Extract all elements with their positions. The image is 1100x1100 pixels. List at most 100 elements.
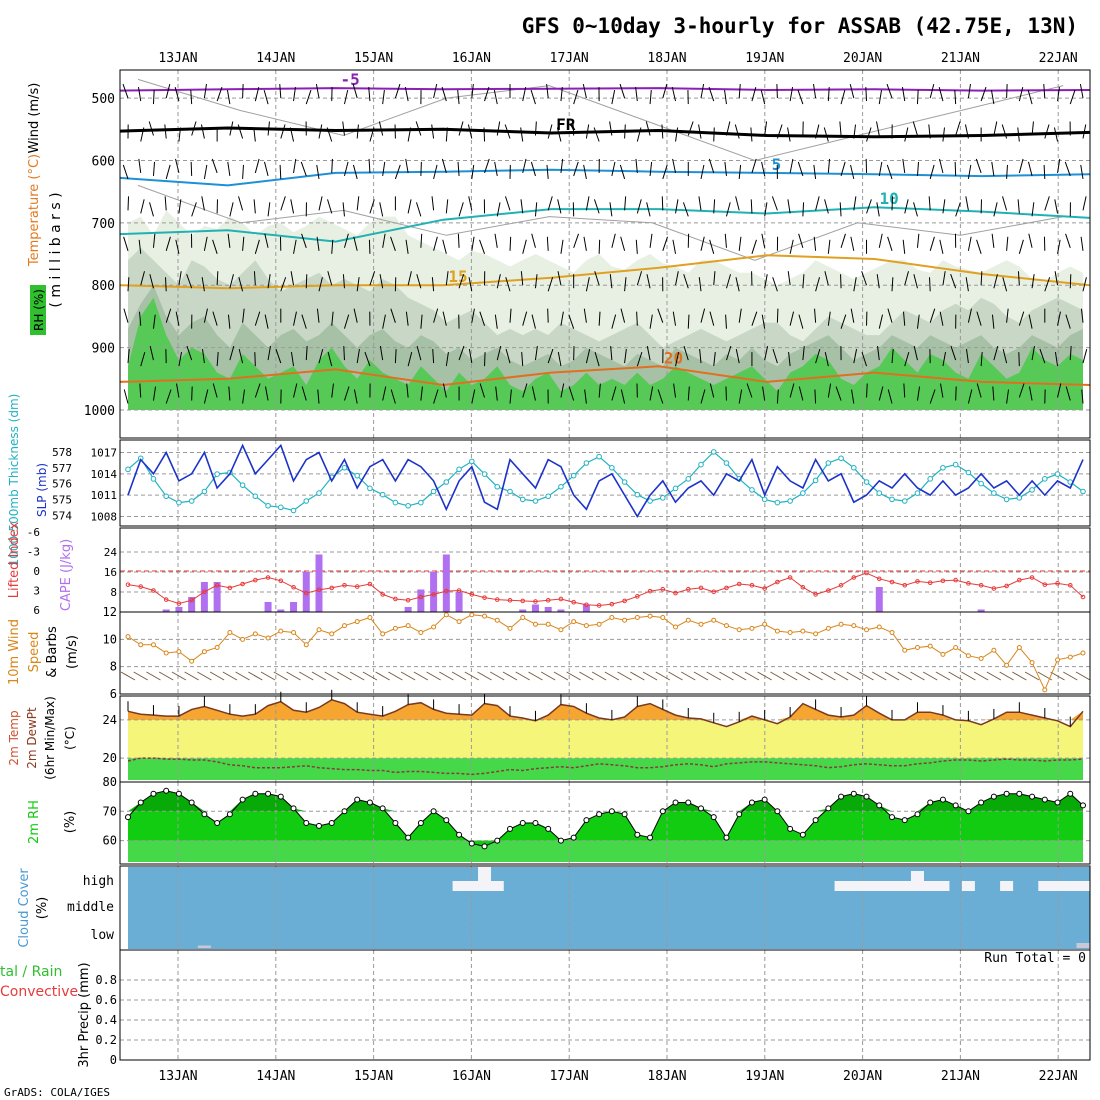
wind-barb xyxy=(916,161,920,176)
surface-wind-barb xyxy=(770,671,785,681)
wind-barb xyxy=(405,239,409,254)
surface-wind-barb xyxy=(273,671,289,681)
precip-tick-label: 0.4 xyxy=(95,1013,117,1027)
wind-speed-marker xyxy=(125,634,131,640)
x-tick-label-bottom: 18JAN xyxy=(647,1069,686,1084)
lifted-index-marker xyxy=(698,585,704,591)
wind-speed-marker xyxy=(749,625,755,631)
wind-barb xyxy=(226,89,231,105)
rh-marker xyxy=(965,808,972,815)
wind-barb xyxy=(382,90,385,105)
wind-speed-marker xyxy=(571,619,577,625)
wind-barb xyxy=(442,239,447,254)
wind-barb xyxy=(671,86,677,102)
thickness-marker xyxy=(749,487,755,493)
wind-barb xyxy=(390,236,396,251)
wind-barb xyxy=(649,161,653,176)
wind-barb xyxy=(573,89,579,105)
wind-barb xyxy=(405,158,409,174)
wind-barb xyxy=(534,274,538,289)
rh-marker xyxy=(328,820,335,826)
thickness-marker xyxy=(1003,496,1010,503)
lifted-index-marker xyxy=(380,592,385,597)
rh-marker xyxy=(417,820,424,826)
wind-barb xyxy=(242,84,244,99)
isotherm-line xyxy=(119,365,1091,387)
wind-barb xyxy=(264,314,269,329)
lifted-index-marker xyxy=(673,590,678,596)
surface-wind-barb xyxy=(286,671,301,681)
wind-barb xyxy=(993,121,998,136)
wind-barb xyxy=(152,314,156,329)
lifted-index-marker xyxy=(787,575,793,580)
lifted-index-marker xyxy=(1004,583,1009,589)
wind-barb xyxy=(840,89,846,105)
cloud-high-bar xyxy=(465,881,479,891)
wind-barb xyxy=(598,311,601,326)
wind-barb xyxy=(415,121,422,136)
wind-barb xyxy=(853,348,858,364)
wind-barb xyxy=(1031,346,1035,361)
rh-marker xyxy=(799,831,806,838)
lifted-index-marker xyxy=(278,578,284,584)
wind-barb xyxy=(458,202,464,217)
thickness-marker xyxy=(660,495,666,501)
surface-wind-barb xyxy=(400,671,416,681)
wind-barb xyxy=(1017,199,1020,214)
lifted-index-marker xyxy=(800,584,806,590)
cloud-level-label: low xyxy=(91,928,115,943)
wind-barb xyxy=(646,274,651,289)
wind-barb xyxy=(976,383,982,398)
wind-speed-marker xyxy=(838,621,844,627)
isotherm-line xyxy=(119,254,1091,290)
wind-barb xyxy=(176,383,180,398)
wind-barb xyxy=(140,351,146,367)
lifted-index-marker xyxy=(456,588,462,593)
surface-wind-barb xyxy=(948,671,963,681)
cape-tick-label: 16 xyxy=(104,566,117,579)
wind-barb xyxy=(253,199,256,214)
wind-barb xyxy=(1018,311,1025,326)
thickness-marker xyxy=(163,493,169,500)
surface-wind-barb xyxy=(349,671,365,681)
x-tick-label-bottom: 19JAN xyxy=(745,1069,784,1084)
wind-speed-marker xyxy=(876,624,882,630)
wind-barb xyxy=(776,84,778,99)
wind-barb xyxy=(789,86,794,102)
lifted-index-marker xyxy=(647,588,653,594)
wind-barb xyxy=(352,164,358,180)
wind-barb xyxy=(152,90,155,105)
wind-barb xyxy=(175,158,180,174)
rh-marker xyxy=(621,811,628,818)
wind-barb xyxy=(1054,352,1059,367)
thickness-marker xyxy=(443,479,450,485)
wind-barb xyxy=(662,236,668,251)
wind-barb xyxy=(521,352,524,367)
temp-axis-label-1: 2m Temp xyxy=(7,710,21,765)
wind-barb xyxy=(764,345,769,361)
wind-barb xyxy=(713,271,716,286)
wind-barb xyxy=(1057,383,1062,398)
wind-barb xyxy=(342,274,345,289)
wind-barb xyxy=(203,308,208,323)
surface-wind-barb xyxy=(821,671,836,681)
wind-speed-marker xyxy=(736,627,742,633)
slp-tick-label: 1014 xyxy=(91,468,118,481)
surface-wind-barb xyxy=(731,671,747,681)
wind-barb xyxy=(814,308,817,323)
wind-barb xyxy=(762,386,766,401)
wind-barb xyxy=(904,271,909,286)
wind-barb xyxy=(331,311,334,326)
lifted-index-marker xyxy=(405,597,411,603)
wind-barb xyxy=(379,274,384,289)
lifted-index-marker xyxy=(711,589,717,595)
wind-barb xyxy=(140,199,145,214)
wind-barb xyxy=(468,349,473,364)
thickness-marker xyxy=(774,499,781,506)
wind-barb xyxy=(1069,274,1072,289)
wind-barb xyxy=(137,86,142,102)
y-axis-wind-label: Wind (m/s) xyxy=(27,83,42,154)
wind-barb xyxy=(433,164,438,180)
wind-barb xyxy=(583,164,587,180)
thickness-marker xyxy=(838,455,844,462)
